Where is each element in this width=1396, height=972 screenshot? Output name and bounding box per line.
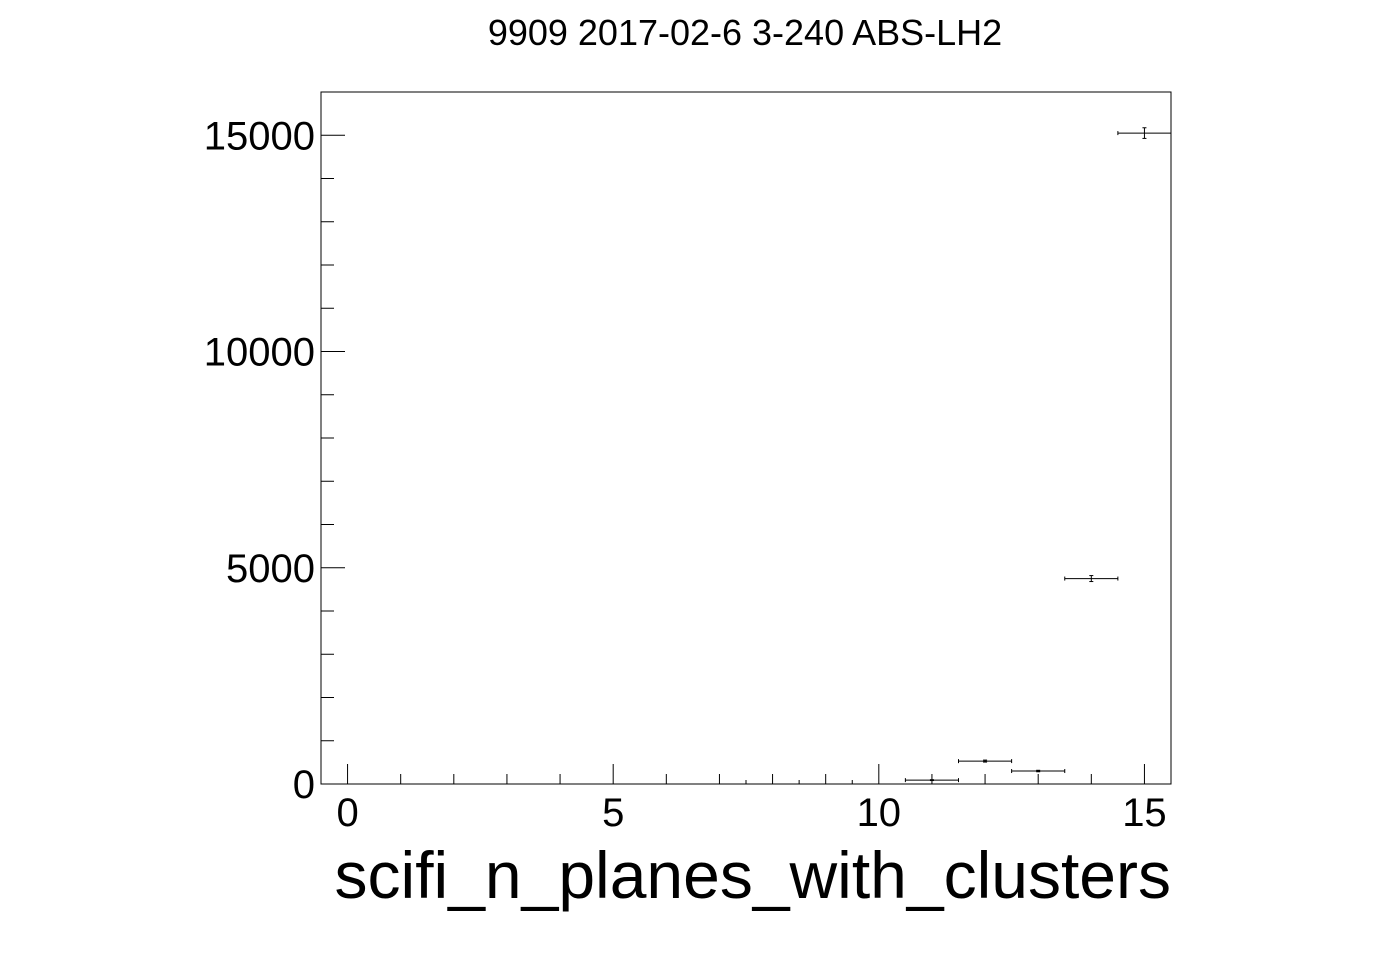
data-point bbox=[1117, 127, 1172, 139]
y-tick-label: 5000 bbox=[226, 547, 315, 591]
x-tick-label: 0 bbox=[336, 791, 358, 835]
data-points bbox=[904, 127, 1172, 783]
y-tick-label: 15000 bbox=[204, 114, 315, 158]
x-axis: 0 5 10 15 bbox=[336, 764, 1167, 835]
data-point bbox=[1064, 575, 1119, 583]
y-tick-label: 10000 bbox=[204, 331, 315, 375]
x-axis-label: scifi_n_planes_with_clusters bbox=[335, 838, 1171, 912]
plot-frame bbox=[320, 91, 1172, 785]
chart-title: 9909 2017-02-6 3-240 ABS-LH2 bbox=[488, 12, 1002, 53]
y-axis: 0 5000 10000 15000 bbox=[204, 91, 345, 807]
data-point bbox=[1011, 769, 1066, 774]
y-tick-label: 0 bbox=[293, 763, 315, 807]
data-point bbox=[958, 759, 1013, 764]
x-tick-label: 5 bbox=[602, 791, 624, 835]
data-point bbox=[904, 778, 959, 783]
x-tick-label: 15 bbox=[1122, 791, 1167, 835]
x-tick-label: 10 bbox=[857, 791, 902, 835]
